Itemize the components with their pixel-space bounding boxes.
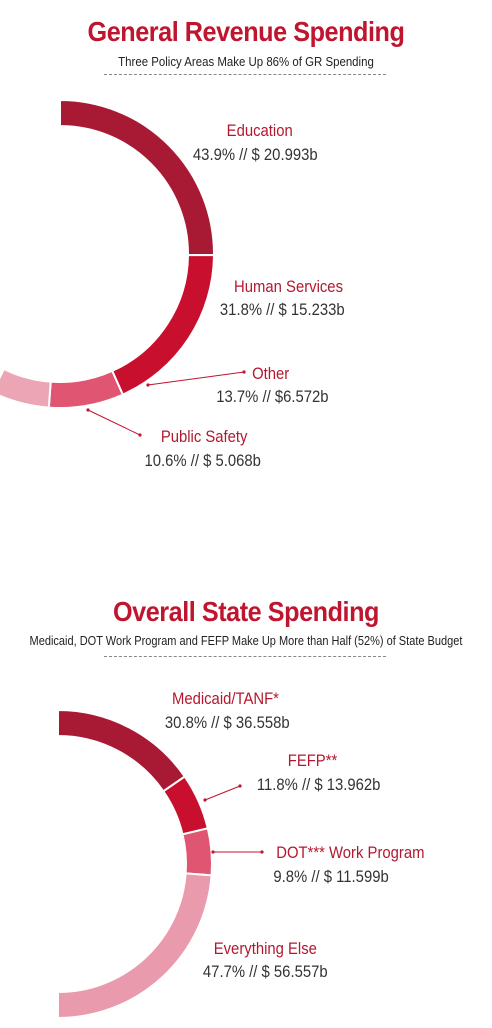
chart-1-leader-dot bbox=[86, 408, 90, 412]
value-public-safety: 10.6% // $ 5.068b bbox=[144, 452, 261, 470]
chart-2-leader-line bbox=[204, 785, 241, 801]
label-dot-work-program: DOT*** Work Program bbox=[276, 844, 425, 862]
chart-1-title: General Revenue Spending bbox=[87, 16, 405, 47]
label-other: Other bbox=[252, 365, 290, 383]
chart-2-leader-dot bbox=[238, 784, 242, 788]
label-fefp: FEFP** bbox=[287, 752, 338, 770]
label-human-services: Human Services bbox=[234, 278, 343, 296]
chart-1-slice-public-safety bbox=[0, 367, 52, 409]
chart-2-leader-dot bbox=[203, 798, 207, 802]
label-everything-else: Everything Else bbox=[213, 940, 317, 958]
chart-2-leader-dot bbox=[260, 850, 264, 854]
value-everything-else: 47.7% // $ 56.557b bbox=[202, 963, 328, 981]
value-fefp: 11.8% // $ 13.962b bbox=[256, 776, 381, 794]
value-dot-work-program: 9.8% // $ 11.599b bbox=[273, 868, 389, 886]
label-medicaid: Medicaid/TANF* bbox=[171, 690, 279, 708]
chart-1-leader-dot bbox=[146, 383, 150, 387]
chart-2-subtitle: Medicaid, DOT Work Program and FEFP Make… bbox=[29, 634, 463, 648]
chart-1-leader-dot bbox=[242, 370, 246, 374]
chart-1-subtitle: Three Policy Areas Make Up 86% of GR Spe… bbox=[118, 54, 374, 69]
chart-1-leader-line bbox=[87, 409, 141, 436]
chart-2-slice-dot-work-program bbox=[181, 827, 213, 877]
chart-2-leader-dot bbox=[211, 850, 215, 854]
chart-1-leader-dot bbox=[138, 433, 142, 437]
chart-2-slice-everything-else bbox=[57, 872, 213, 1020]
value-medicaid: 30.8% // $ 36.558b bbox=[164, 714, 290, 732]
value-other: 13.7% // $6.572b bbox=[216, 388, 329, 406]
value-human-services: 31.8% // $ 15.233b bbox=[219, 301, 345, 319]
value-education: 43.9% // $ 20.993b bbox=[192, 146, 318, 164]
chart-1-divider bbox=[104, 74, 386, 75]
chart-1-leader-line bbox=[147, 371, 245, 386]
chart-2-divider bbox=[104, 656, 386, 657]
label-education: Education bbox=[226, 122, 293, 140]
label-public-safety: Public Safety bbox=[160, 428, 248, 446]
chart-2-title: Overall State Spending bbox=[113, 596, 379, 627]
chart-1-donut bbox=[0, 98, 246, 437]
